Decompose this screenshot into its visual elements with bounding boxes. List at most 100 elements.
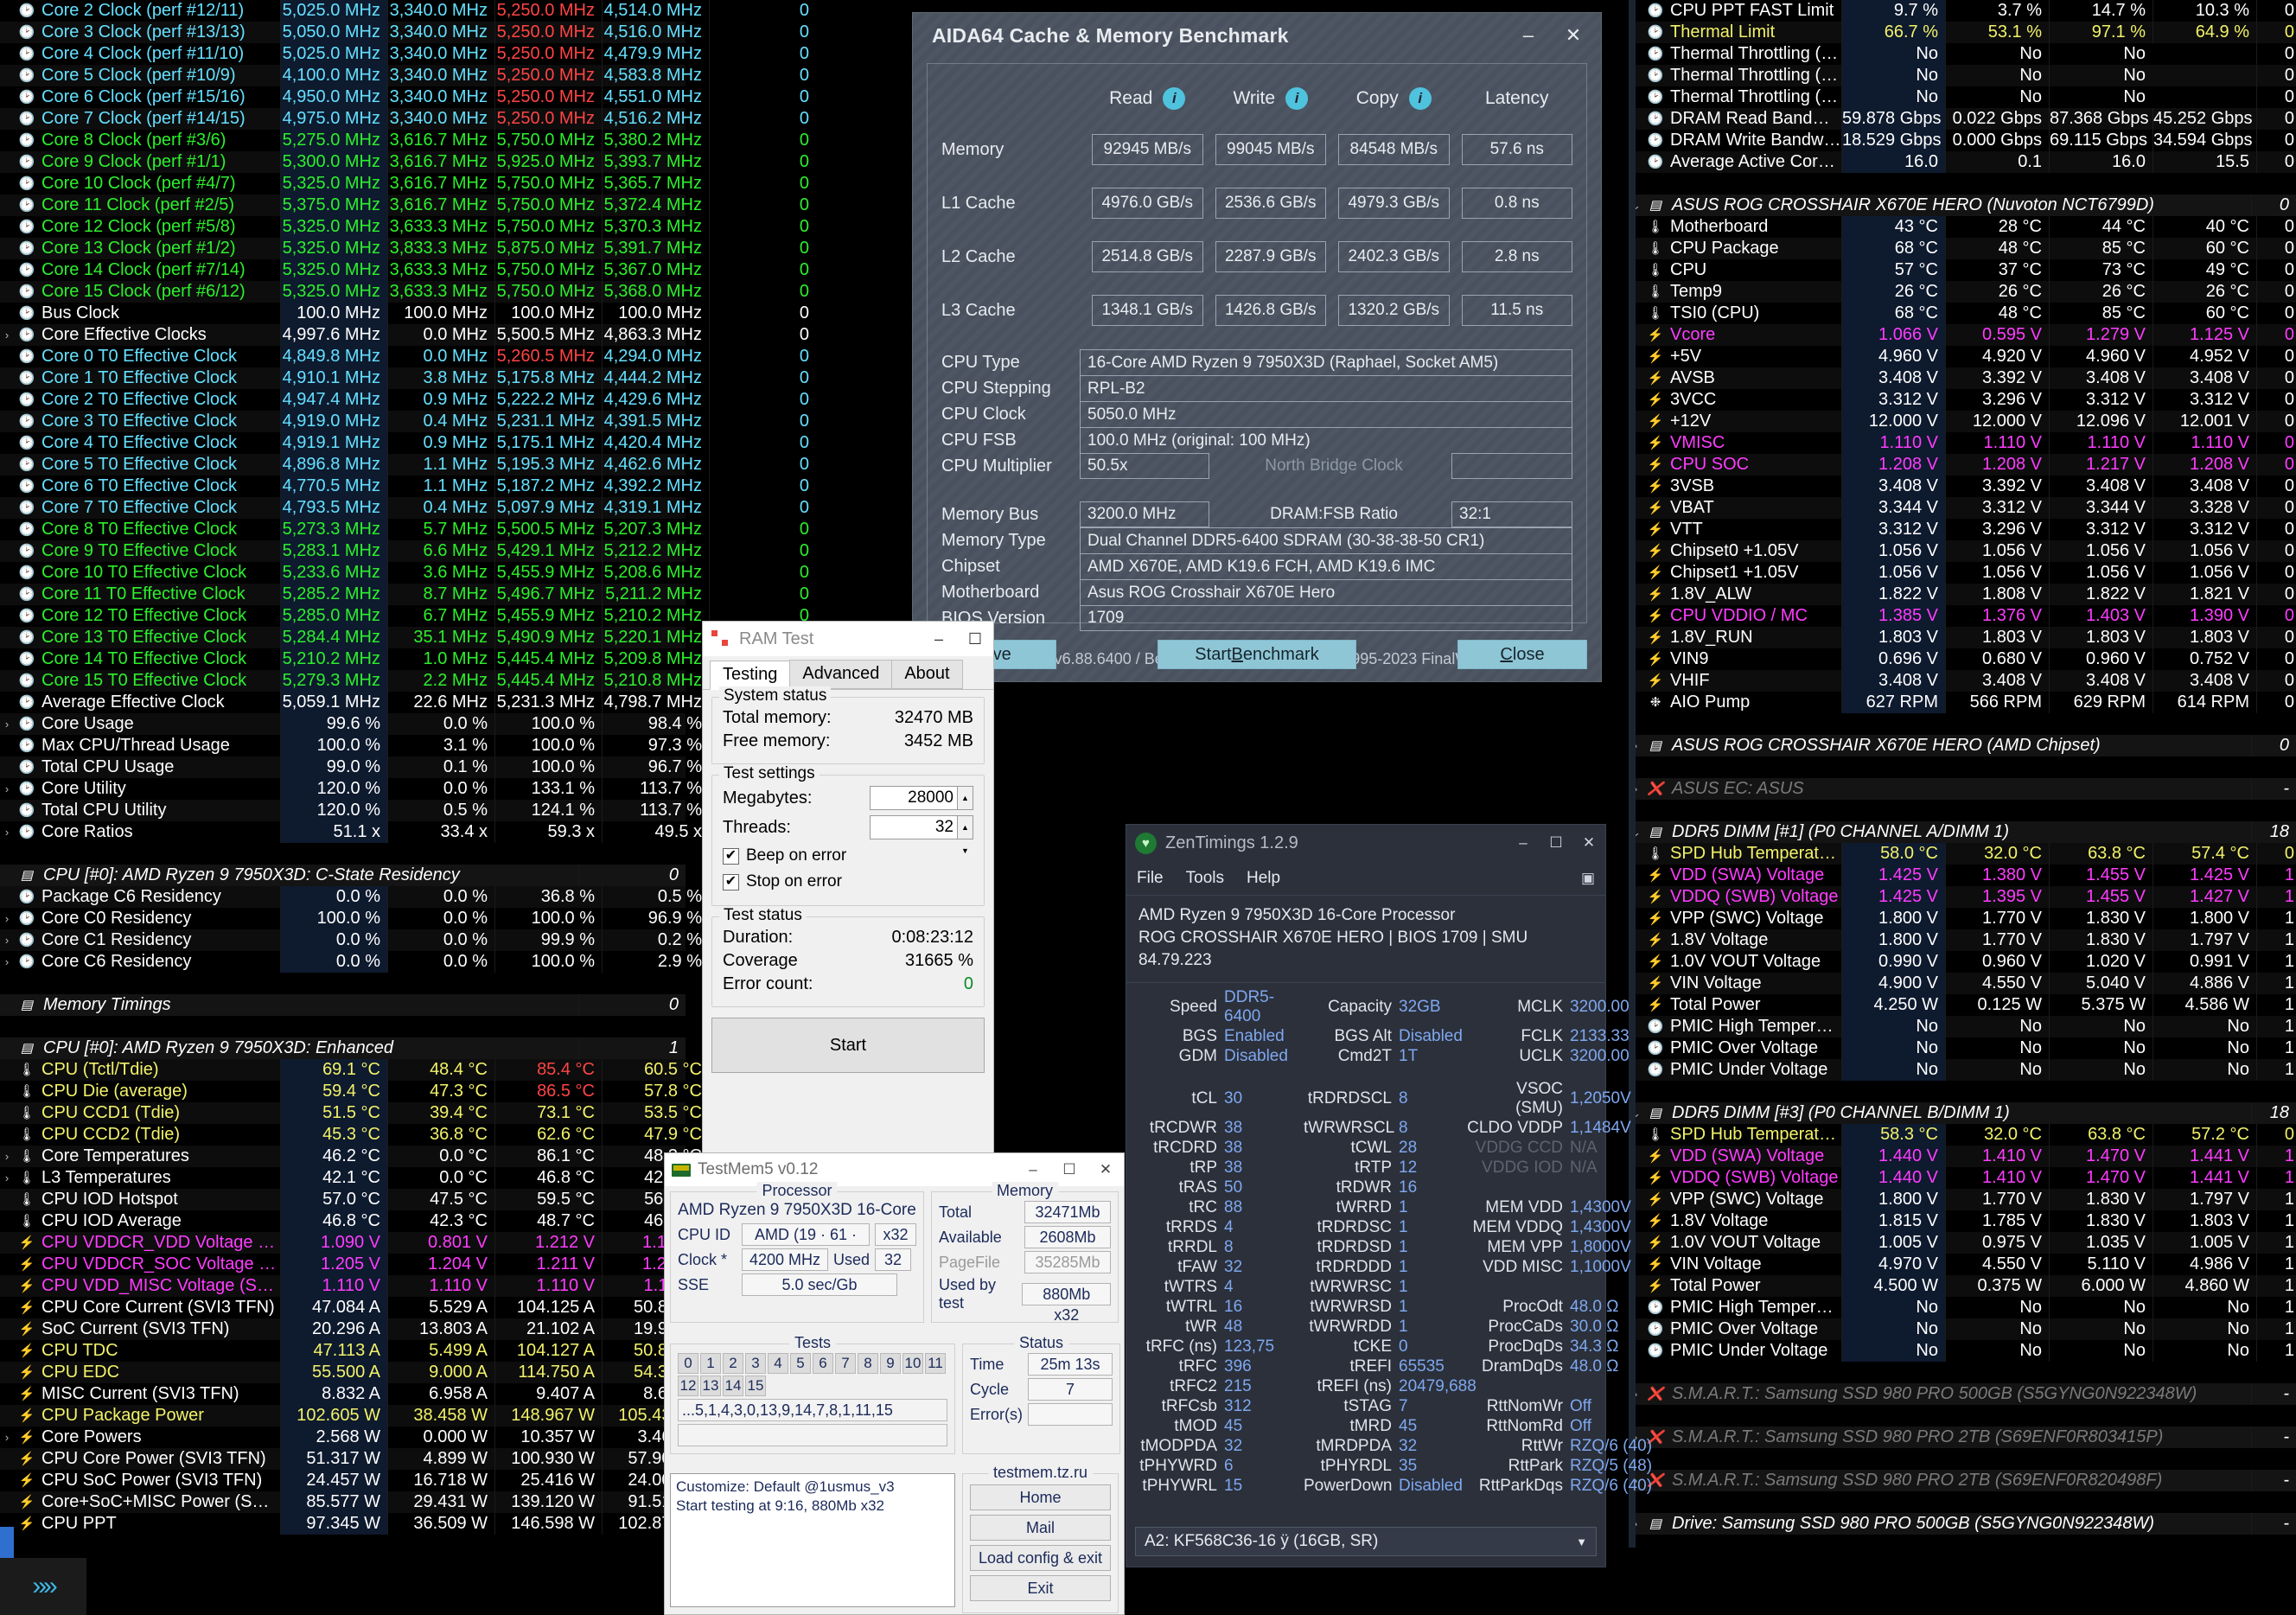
sensor-row[interactable]: 🕑 PMIC Under Voltage No No No No 1: [1629, 1340, 2296, 1362]
threads-input[interactable]: 32: [934, 818, 953, 836]
test-number[interactable]: 2: [723, 1353, 743, 1374]
test-number[interactable]: 4: [768, 1353, 788, 1374]
chevron-right-icon[interactable]: ›: [1633, 1388, 1638, 1401]
sensor-row[interactable]: 🕑 DRAM Read Bandwidth 59.878 Gbps 0.022 Gbp…: [1629, 108, 2296, 130]
info-icon-copy[interactable]: i: [1408, 87, 1432, 110]
sensor-row[interactable]: 🕑 DRAM Write Bandwidth 18.529 Gbps 0.000 Gb…: [1629, 130, 2296, 151]
sensor-row[interactable]: 🌡 Temp9 26 °C 26 °C 26 °C 26 °C 0: [1629, 281, 2296, 303]
sensor-row[interactable]: ⚡ Chipset0 +1.05V 1.056 V 1.056 V 1.056 V 1.0…: [1629, 540, 2296, 562]
sensor-row[interactable]: 🌡 CPU 57 °C 37 °C 73 °C 49 °C 0: [1629, 259, 2296, 281]
sensor-row[interactable]: 🌡 CPU IOD Average 46.8 °C 42.3 °C 48.7 °C 46.…: [0, 1210, 809, 1232]
sensor-row[interactable]: 🕑 Core 7 Clock (perf #14/15) 4,975.0 MHz 3,…: [0, 108, 809, 130]
info-icon-write[interactable]: i: [1285, 87, 1309, 110]
sensor-row[interactable]: 🌡 Motherboard 43 °C 28 °C 44 °C 40 °C 0: [1629, 216, 2296, 238]
sensor-row[interactable]: ⚡CPU VDDCR_SOC Voltage (SVI3 ...1.205 V1…: [0, 1254, 809, 1275]
sensor-row[interactable]: 🌡 TSI0 (CPU) 68 °C 48 °C 85 °C 60 °C 0: [1629, 303, 2296, 324]
chevron-right-icon[interactable]: ›: [1633, 782, 1638, 795]
load-config-exit-button[interactable]: Load config & exit: [970, 1545, 1111, 1571]
chevron-right-icon[interactable]: ›: [4, 1150, 10, 1163]
sensor-row[interactable]: ⚡ 1.8V Voltage 1.800 V 1.770 V 1.830 V 1.797 …: [1629, 929, 2296, 951]
chevron-right-icon[interactable]: ›: [4, 718, 10, 731]
sensor-row[interactable]: 🕑 Core 9 Clock (perf #1/1) 5,300.0 MHz 3,61…: [0, 151, 809, 173]
sensor-row[interactable]: 🕑 Core 2 Clock (perf #12/11) 5,025.0 MHz 3,…: [0, 0, 809, 22]
stop-on-error-checkbox[interactable]: ✔ Stop on error: [723, 869, 973, 895]
sensor-row[interactable]: 🕑 PMIC Under Voltage No No No No 1: [1629, 1059, 2296, 1081]
chevron-down-icon[interactable]: ⌄: [1630, 826, 1641, 839]
threads-stepper[interactable]: 32 ▲ ▼: [870, 815, 973, 855]
checkbox-check-icon[interactable]: ✔: [723, 847, 739, 865]
sensor-group-header[interactable]: ⌄ ▤ DDR5 DIMM [#1] (P0 CHANNEL A/DIMM 1) 18: [1629, 821, 2296, 843]
ramtest-titlebar[interactable]: RAM Test – ☐: [703, 622, 993, 656]
hwinfo-sensor-panel-right[interactable]: 🕑 CPU PPT FAST Limit 9.7 % 3.7 % 14.7 % 10.3 …: [1629, 0, 2296, 1548]
test-number[interactable]: 12: [678, 1376, 698, 1396]
chevron-right-icon[interactable]: ›: [4, 1171, 10, 1184]
sensor-row[interactable]: 🕑 Package C6 Residency 0.0 % 0.0 % 36.8 % 0.5…: [0, 886, 809, 908]
sensor-row[interactable]: 🌡 CPU Die (average) 59.4 °C 47.3 °C 86.5 °C 5…: [0, 1081, 809, 1102]
sensor-row[interactable]: 🕑 Thermal Throttling (P... No No No 0: [1629, 86, 2296, 108]
sensor-row[interactable]: ⚡ CPU VDDIO / MC 1.385 V 1.376 V 1.403 V 1.39…: [1629, 605, 2296, 627]
sensor-row[interactable]: ⚡ MISC Current (SVI3 TFN) 8.832 A 6.958 A 9.…: [0, 1383, 809, 1405]
aida64-titlebar[interactable]: AIDA64 Cache & Memory Benchmark – ✕: [913, 13, 1601, 58]
dimm-selector[interactable]: A2: KF568C36-16 ÿ (16GB, SR) ▼: [1135, 1527, 1597, 1556]
sensor-row[interactable]: 🌡 CPU Package 68 °C 48 °C 85 °C 60 °C 0: [1629, 238, 2296, 259]
tab-advanced[interactable]: Advanced: [789, 660, 893, 689]
sensor-row[interactable]: 🕑 Thermal Throttling (P... No No No 0: [1629, 65, 2296, 86]
sensor-row[interactable]: 🕑 Core 4 T0 Effective Clock 4,919.1 MHz 0.9…: [0, 432, 809, 454]
ramtest-tabs[interactable]: Testing Advanced About: [703, 656, 993, 690]
sensor-row[interactable]: ⚡ VDDQ (SWB) Voltage 1.440 V 1.410 V 1.470 V…: [1629, 1167, 2296, 1189]
sensor-row[interactable]: ⚡ CPU VDDCR_VDD Voltage (SVI3 ...1.090 V0…: [0, 1232, 809, 1254]
sensor-row[interactable]: 🕑 Core 3 Clock (perf #13/13) 5,050.0 MHz 3,…: [0, 22, 809, 43]
sensor-row[interactable]: 🌡 CPU CCD2 (Tdie) 45.3 °C 36.8 °C 62.6 °C 47.…: [0, 1124, 809, 1146]
minimize-icon[interactable]: –: [1519, 834, 1527, 851]
sensor-row[interactable]: 🕑 PMIC Over Voltage No No No No 1: [1629, 1318, 2296, 1340]
sensor-row[interactable]: ⚡ Total Power 4.500 W 0.375 W 6.000 W 4.860 W…: [1629, 1275, 2296, 1297]
sensor-row[interactable]: ⚡CPU VDD_MISC Voltage (SVI3 T...1.110 V1…: [0, 1275, 809, 1297]
chevron-down-icon[interactable]: ⌄: [1630, 199, 1641, 212]
checkbox-check-icon[interactable]: ✔: [723, 873, 739, 890]
test-number[interactable]: 15: [745, 1376, 766, 1396]
megabytes-input[interactable]: 28000: [908, 788, 953, 807]
chevron-right-icon[interactable]: ›: [1633, 1474, 1638, 1487]
minimize-icon[interactable]: –: [934, 629, 943, 648]
sensor-row[interactable]: › 🕑 Core Effective Clocks 4,997.6 MHz 0.0 MH…: [0, 324, 809, 346]
maximize-icon[interactable]: ☐: [1549, 834, 1563, 851]
screenshot-camera-icon[interactable]: ▣: [1580, 869, 1595, 886]
chevron-right-icon[interactable]: ›: [4, 912, 10, 925]
tab-testing[interactable]: Testing: [710, 661, 791, 690]
sensor-row[interactable]: 🌡 SPD Hub Temperature 58.0 °C 32.0 °C 63.8 °…: [1629, 843, 2296, 865]
chevron-right-icon[interactable]: ›: [4, 934, 10, 947]
sensor-row[interactable]: ⚡ VDDQ (SWB) Voltage 1.425 V 1.395 V 1.455 V…: [1629, 886, 2296, 908]
test-number[interactable]: 7: [835, 1353, 856, 1374]
close-icon[interactable]: ✕: [1582, 834, 1596, 851]
sensor-row[interactable]: 🕑 Core 15 T0 Effective Clock 5,279.3 MHz 2.…: [0, 670, 809, 692]
start-button[interactable]: Start: [711, 1018, 985, 1073]
sensor-row[interactable]: 🕑 PMIC Over Voltage No No No No 1: [1629, 1037, 2296, 1059]
chevron-right-icon[interactable]: ›: [4, 955, 10, 968]
sensor-row[interactable]: 🕑 Core 9 T0 Effective Clock 5,283.1 MHz 6.6…: [0, 540, 809, 562]
sensor-row[interactable]: 🕑 Total CPU Usage 99.0 % 0.1 % 100.0 % 96.7 %…: [0, 756, 809, 778]
sensor-row[interactable]: 🕑 Core 4 Clock (perf #11/10) 5,025.0 MHz 3,…: [0, 43, 809, 65]
menu-tools[interactable]: Tools: [1185, 868, 1224, 887]
sensor-row[interactable]: 🕑 Thermal Limit 66.7 % 53.1 % 97.1 % 64.9 % 0: [1629, 22, 2296, 43]
sensor-row[interactable]: 🕑 Core 7 T0 Effective Clock 4,793.5 MHz 0.4…: [0, 497, 809, 519]
menu-file[interactable]: File: [1137, 868, 1164, 887]
sensor-row[interactable]: 🌡 CPU CCD1 (Tdie) 51.5 °C 39.4 °C 73.1 °C 53.…: [0, 1102, 809, 1124]
sensor-row[interactable]: 🌡 SPD Hub Temperature 58.3 °C 32.0 °C 63.8 °…: [1629, 1124, 2296, 1146]
threads-arrows[interactable]: ▲ ▼: [957, 816, 973, 855]
sensor-row[interactable]: 🕑 Core 11 T0 Effective Clock 5,285.2 MHz 8.…: [0, 584, 809, 605]
sensor-row[interactable]: 🌡 CPU (Tctl/Tdie) 69.1 °C 48.4 °C 85.4 °C 60.…: [0, 1059, 809, 1081]
sensor-group-header[interactable]: ▤ Memory Timings 0: [0, 994, 686, 1016]
sensor-row[interactable]: ⚡ VIN Voltage 4.970 V 4.550 V 5.110 V 4.986 V…: [1629, 1254, 2296, 1275]
home-button[interactable]: Home: [970, 1484, 1111, 1510]
